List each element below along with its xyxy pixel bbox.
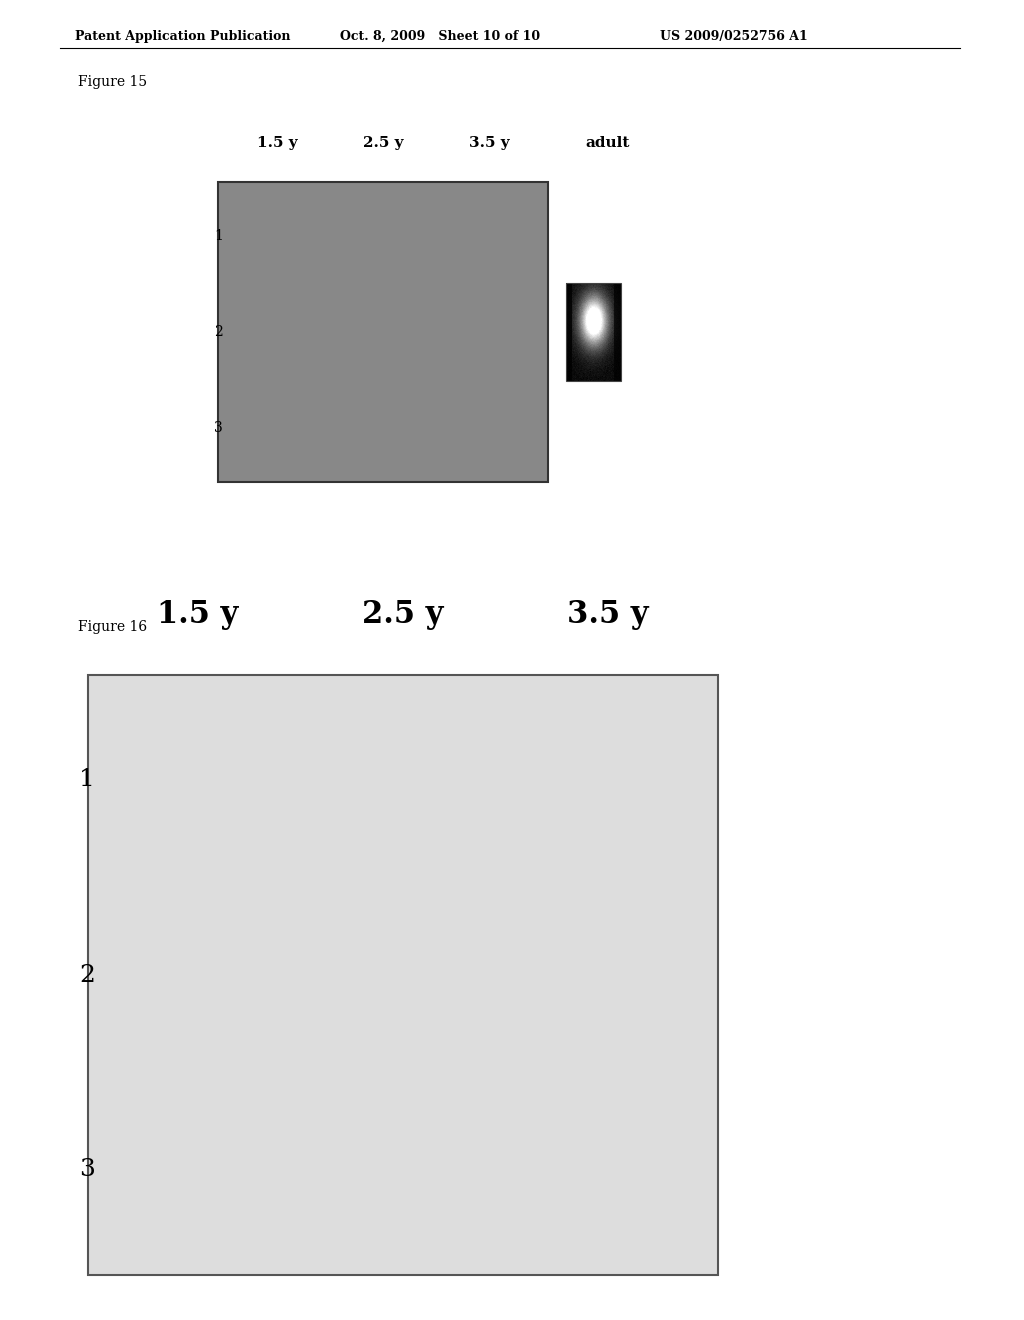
Text: 2.5 y: 2.5 y — [362, 599, 443, 630]
Bar — [88, 675, 718, 1275]
Text: 2: 2 — [79, 964, 95, 986]
Bar — [218, 182, 548, 482]
Text: US 2009/0252756 A1: US 2009/0252756 A1 — [660, 30, 808, 44]
Text: 3.5 y: 3.5 y — [567, 599, 649, 630]
Text: adult: adult — [586, 136, 630, 150]
Text: 3: 3 — [214, 421, 223, 436]
Text: 2: 2 — [214, 325, 223, 339]
Text: 1.5 y: 1.5 y — [257, 136, 297, 150]
Text: 1.5 y: 1.5 y — [158, 599, 239, 630]
Text: 2.5 y: 2.5 y — [362, 136, 403, 150]
Text: 1: 1 — [79, 768, 95, 792]
Text: 3: 3 — [79, 1159, 95, 1181]
Text: Figure 15: Figure 15 — [78, 75, 147, 88]
Text: Figure 16: Figure 16 — [78, 620, 147, 634]
Text: Oct. 8, 2009   Sheet 10 of 10: Oct. 8, 2009 Sheet 10 of 10 — [340, 30, 540, 44]
Bar — [566, 282, 621, 381]
Text: 1: 1 — [214, 228, 223, 243]
Text: Patent Application Publication: Patent Application Publication — [75, 30, 291, 44]
Text: 3.5 y: 3.5 y — [469, 136, 509, 150]
